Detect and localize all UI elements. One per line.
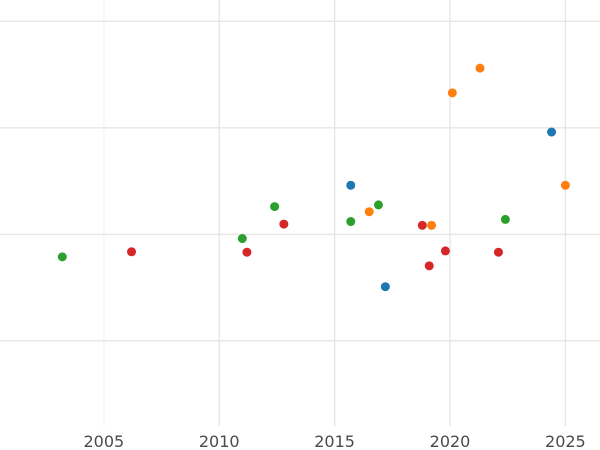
x-tick-label: 2020 bbox=[430, 432, 471, 450]
data-point-series-3 bbox=[346, 217, 356, 227]
data-point-series-4 bbox=[242, 247, 252, 257]
data-point-series-3 bbox=[373, 200, 383, 210]
data-point-series-4 bbox=[279, 219, 289, 229]
x-tick-label: 2025 bbox=[545, 432, 586, 450]
data-point-series-1 bbox=[547, 127, 557, 137]
data-point-series-2 bbox=[560, 180, 570, 190]
data-point-series-2 bbox=[364, 207, 374, 217]
points-layer bbox=[57, 63, 570, 292]
data-point-series-4 bbox=[417, 220, 427, 230]
x-tick-label: 2005 bbox=[83, 432, 124, 450]
data-point-series-4 bbox=[440, 246, 450, 256]
data-point-series-3 bbox=[57, 252, 67, 262]
x-tick-labels: 2005 2010 2015 2020 2025 bbox=[83, 432, 585, 450]
data-point-series-2 bbox=[475, 63, 485, 73]
grid-layer bbox=[0, 0, 600, 426]
data-point-series-4 bbox=[493, 247, 503, 257]
data-point-series-3 bbox=[270, 202, 280, 212]
data-point-series-2 bbox=[427, 220, 437, 230]
data-point-series-1 bbox=[380, 282, 390, 292]
data-point-series-4 bbox=[424, 261, 434, 271]
x-tick-label: 2015 bbox=[314, 432, 355, 450]
data-point-series-3 bbox=[500, 214, 510, 224]
data-point-series-4 bbox=[127, 247, 137, 257]
data-point-series-3 bbox=[237, 234, 247, 244]
x-tick-label: 2010 bbox=[199, 432, 240, 450]
data-point-series-2 bbox=[447, 88, 457, 98]
data-point-series-1 bbox=[346, 180, 356, 190]
